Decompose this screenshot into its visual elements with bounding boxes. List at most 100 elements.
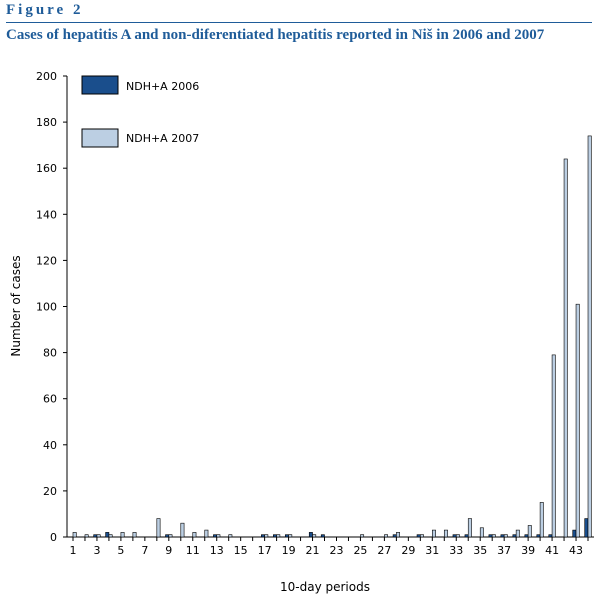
bar-2006 [308,532,313,538]
bars [72,135,592,538]
bar-2007 [587,135,592,538]
x-tick-label: 29 [401,544,415,557]
bar-2007 [156,518,161,538]
bar-2006 [500,534,505,538]
bar-2007 [396,532,400,538]
x-tick-label: 41 [545,544,559,557]
bar-2007 [491,534,496,538]
bar-2006 [392,534,397,538]
bar-2006 [105,532,110,538]
bar-2007 [192,532,197,538]
bar-2006 [536,534,541,538]
bar-2007 [228,534,233,538]
legend-swatch-2006 [81,75,119,95]
x-tick-label: 31 [425,544,439,557]
legend: NDH+A 2006 NDH+A 2007 [81,75,199,148]
x-tick-label: 3 [93,544,100,557]
x-tick-label: 35 [473,544,487,557]
bar-2006 [572,529,577,538]
x-tick-label: 39 [521,544,535,557]
x-ticks: 1 3 5 7 9 11 13 15 17 19 21 23 25 27 29 31 33 35 37 39 41 43 [69,537,589,557]
figure-title: Cases of hepatitis A and non-diferentiat… [6,27,545,43]
x-tick-label: 1 [69,544,76,557]
y-tick-label: 180 [36,116,57,129]
figure-label: Figure 2 [6,2,84,18]
bar-2006 [93,534,98,538]
bar-2007 [216,534,221,538]
bar-2006 [524,534,529,538]
title-rule [6,22,592,23]
bar-2007 [384,534,388,538]
y-tick-label: 160 [36,162,57,175]
bar-2006 [548,534,553,538]
bar-2007 [168,534,173,538]
legend-label-2007: NDH+A 2007 [126,132,199,145]
y-tick-label: 40 [43,439,57,452]
x-tick-label: 7 [141,544,148,557]
bar-2006 [213,534,218,538]
bar-2007 [204,529,209,538]
x-tick-label: 23 [329,544,343,557]
bar-2007 [515,529,520,538]
bar-2006 [165,534,170,538]
bar-2007 [360,534,365,538]
bar-2007 [84,534,89,538]
legend-swatch-2007 [81,128,119,148]
x-tick-label: 27 [377,544,391,557]
x-tick-label: 11 [186,544,200,557]
bar-2006 [488,534,493,538]
x-axis-title: 10-day periods [280,580,370,594]
bar-2007 [312,534,317,538]
y-tick-label: 80 [43,347,57,360]
y-tick-label: 0 [50,531,57,544]
bar-2007 [443,529,448,538]
bar-2006 [320,534,325,538]
bar-2007 [432,529,436,538]
bar-2007 [96,534,101,538]
x-tick-label: 37 [497,544,511,557]
bar-2006 [284,534,289,538]
bar-2007 [108,534,113,538]
bar-2007 [132,532,137,538]
legend-label-2006: NDH+A 2006 [126,80,199,93]
x-tick-label: 33 [449,544,463,557]
bar-2007 [120,532,125,538]
bar-2007 [180,522,185,538]
y-tick-label: 200 [36,70,57,83]
bar-2006 [273,534,277,538]
bar-2006 [452,534,457,538]
bar-2007 [527,525,532,538]
x-tick-label: 25 [353,544,367,557]
bar-2007 [455,534,460,538]
x-tick-label: 13 [210,544,224,557]
y-tick-label: 100 [36,301,57,314]
x-tick-label: 15 [234,544,248,557]
y-tick-label: 20 [43,485,57,498]
bar-2006 [584,518,589,538]
bar-2007 [72,532,77,538]
x-tick-label: 43 [569,544,583,557]
axes [66,76,594,538]
bar-2006 [512,534,517,538]
bar-2007 [575,303,580,538]
y-ticks: 0 20 40 60 80 100 120 140 160 180 200 [36,70,67,544]
bar-2007 [467,518,472,538]
x-tick-label: 5 [117,544,124,557]
bar-2006 [464,534,469,538]
bar-2007 [479,527,484,538]
bar-2006 [416,534,421,538]
bar-2007 [264,534,269,538]
x-tick-label: 17 [258,544,272,557]
y-tick-label: 140 [36,208,57,221]
bar-2007 [563,158,568,538]
y-tick-label: 120 [36,254,57,267]
y-tick-label: 60 [43,393,57,406]
y-axis-title: Number of cases [9,255,23,356]
bar-2007 [503,534,508,538]
bar-2007 [288,534,293,538]
bar-2007 [551,354,556,538]
bar-2007 [420,534,424,538]
bar-2006 [261,534,265,538]
x-tick-label: 9 [165,544,172,557]
